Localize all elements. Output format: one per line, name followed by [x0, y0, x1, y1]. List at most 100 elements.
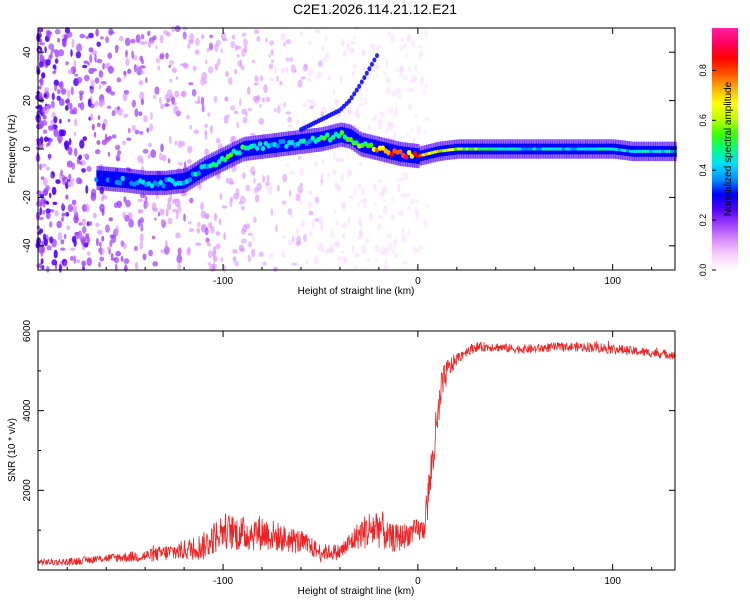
- spectrogram-speckle: [42, 210, 46, 215]
- spectrogram-speckle: [42, 114, 47, 120]
- spectrogram-speckle: [85, 35, 90, 40]
- spectrogram-speckle: [330, 246, 335, 255]
- spectrogram-speckle: [51, 92, 55, 101]
- spectrogram-speckle: [320, 172, 324, 181]
- spectrogram-ridge-core: [222, 157, 228, 163]
- spectrogram-speckle: [145, 77, 148, 83]
- spectrogram-ridge-core: [275, 143, 280, 149]
- spectrogram-speckle: [76, 76, 83, 84]
- spectrogram-speckle: [54, 58, 59, 64]
- spectrogram-ridge-band: [199, 163, 203, 179]
- spectrogram-speckle: [76, 177, 82, 185]
- spectrogram-speckle: [339, 250, 345, 254]
- spectrogram-speckle: [186, 114, 190, 120]
- spectrogram-ridge-core: [228, 152, 234, 158]
- spectrogram-speckle: [67, 69, 74, 75]
- spectrogram-speckle: [53, 249, 58, 259]
- spectrogram-speckle: [393, 109, 399, 118]
- spectrogram-speckle: [200, 96, 205, 106]
- spectrogram-speckle: [247, 241, 253, 248]
- spectrogram-speckle: [309, 105, 314, 109]
- spectrogram-speckle: [140, 98, 145, 105]
- spectrogram-speckle: [39, 207, 43, 216]
- spectrogram-speckle: [43, 238, 48, 247]
- spectrogram-speckle: [333, 209, 337, 214]
- spectrogram-speckle: [415, 248, 420, 253]
- spectrogram-speckle: [122, 140, 126, 145]
- spectrogram-speckle: [213, 95, 218, 103]
- spectrogram-speckle: [295, 227, 299, 236]
- spectrogram-speckle: [321, 45, 325, 52]
- spectrogram-speckle: [64, 27, 70, 34]
- spectrogram-speckle: [60, 247, 66, 251]
- spectrogram-speckle: [393, 131, 397, 138]
- spectrogram-speckle: [183, 161, 187, 168]
- spectrogram-speckle: [311, 219, 315, 229]
- spectrogram-speckle: [167, 217, 173, 225]
- spectrogram-speckle: [42, 120, 48, 126]
- spectrogram-ridge-core: [214, 162, 219, 168]
- spectrogram-speckle: [89, 113, 94, 121]
- spectrogram-speckle: [253, 29, 259, 35]
- spectrogram-speckle: [60, 88, 67, 95]
- spectrogram-speckle: [159, 97, 162, 105]
- spectrogram-speckle: [256, 94, 261, 102]
- spectrogram-speckle: [50, 173, 54, 179]
- spectrogram-speckle: [236, 54, 240, 58]
- spectrogram-speckle: [38, 27, 42, 35]
- spectrogram-speckle: [166, 89, 173, 98]
- spectrogram-speckle: [333, 151, 336, 161]
- spectrogram-speckle: [82, 245, 85, 251]
- spectrogram-speckle: [341, 38, 345, 47]
- spectrogram-speckle: [180, 91, 186, 97]
- spectrogram-speckle: [352, 265, 358, 269]
- spectrogram-speckle: [65, 211, 70, 217]
- spectrogram-speckle: [355, 112, 361, 119]
- spectrogram-ridge-band: [346, 128, 350, 144]
- spectrogram-speckle: [347, 105, 351, 114]
- spectrogram-speckle: [174, 90, 180, 98]
- spectrogram-speckle: [73, 131, 77, 136]
- spectrogram-speckle: [383, 263, 389, 270]
- spectrogram-speckle: [259, 103, 262, 108]
- spectrogram-speckle: [66, 225, 71, 231]
- snr-series-line: [37, 340, 676, 566]
- spectrogram-speckle: [410, 87, 414, 92]
- spectrogram-speckle: [324, 35, 328, 41]
- spectrogram-speckle: [187, 159, 192, 164]
- spectrogram-ridge-band: [257, 139, 261, 155]
- spectrogram-speckle: [105, 224, 110, 233]
- spectrogram-speckle: [357, 183, 363, 190]
- spectrogram-speckle: [215, 243, 221, 250]
- spectrogram-speckle: [424, 83, 428, 88]
- spectrogram-speckle: [374, 201, 377, 207]
- spectrogram-speckle: [131, 99, 136, 108]
- spectrogram-speckle: [342, 205, 346, 211]
- spectrogram-speckle: [177, 263, 181, 270]
- spectrogram-speckle: [200, 34, 205, 39]
- spectrogram-ridge-core: [196, 170, 201, 176]
- spectrogram-speckle: [58, 129, 65, 137]
- spectrogram-y-tick-label: 40: [22, 46, 33, 58]
- spectrogram-speckle: [56, 95, 61, 101]
- spectrogram-speckle: [207, 66, 214, 74]
- spectrogram-ridge-core: [260, 145, 266, 152]
- spectrogram-speckle: [115, 250, 121, 257]
- spectrogram-speckle: [148, 249, 154, 257]
- spectrogram-ridge-core: [406, 150, 412, 156]
- spectrogram-ridge-band: [166, 174, 170, 191]
- spectrogram-speckle: [67, 204, 74, 213]
- spectrogram-speckle: [122, 211, 126, 219]
- spectrogram-speckle: [263, 84, 268, 94]
- spectrogram-speckle: [200, 224, 206, 233]
- spectrogram-speckle: [96, 58, 103, 64]
- spectrogram-speckle: [325, 249, 330, 255]
- spectrogram-speckle: [45, 208, 51, 214]
- spectrogram-ridge-core: [281, 138, 286, 144]
- spectrogram-speckle: [109, 240, 113, 247]
- spectrogram-speckle: [416, 125, 422, 134]
- spectrogram-speckle: [39, 60, 44, 68]
- spectrogram-speckle: [266, 174, 270, 183]
- spectrogram-speckle: [96, 140, 101, 145]
